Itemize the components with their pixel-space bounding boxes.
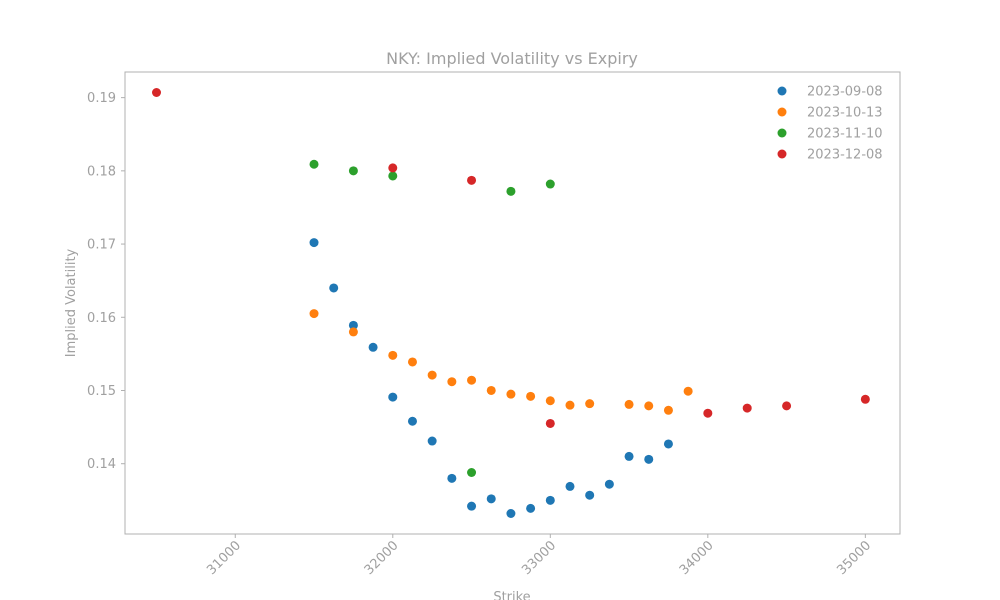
data-point [486,385,496,395]
data-point [388,163,398,173]
data-point [545,495,555,505]
data-point [388,171,398,181]
series-2023-11-10 [309,159,555,477]
data-point [663,439,673,449]
data-point [348,166,358,176]
y-tick-label: 0.16 [87,311,116,326]
series-2023-12-08 [152,88,870,428]
legend: 2023-09-08 2023-10-13 2023-11-10 2023-12-08 [777,85,883,163]
data-point [506,186,516,196]
y-tick-label: 0.19 [87,91,116,106]
data-point [407,416,417,426]
y-tick-label: 0.15 [87,384,116,399]
data-point [467,375,477,385]
data-point [309,309,319,319]
data-points [152,88,870,518]
data-point [703,408,713,418]
data-point [467,175,477,185]
series-2023-10-13 [309,309,693,415]
legend-label: 2023-10-13 [807,106,883,121]
data-point [624,451,634,461]
data-point [152,88,162,98]
data-point [309,159,319,169]
data-point [604,479,614,489]
data-point [782,401,792,411]
data-point [486,494,496,504]
data-point [427,370,437,380]
data-point [467,501,477,511]
data-point [565,481,575,491]
y-tick-label: 0.17 [87,238,116,253]
x-tick-label: 31000 [204,538,244,578]
data-point [644,454,654,464]
data-point [545,418,555,428]
x-tick-label: 34000 [677,538,717,578]
data-point [467,467,477,477]
y-axis: 0.14 0.15 0.16 0.17 0.18 0.19 [87,91,125,472]
data-point [506,389,516,399]
data-point [388,392,398,402]
legend-marker [777,128,787,138]
data-point [683,386,693,396]
x-axis: 31000 32000 33000 34000 35000 [204,534,874,578]
legend-label: 2023-12-08 [807,148,883,163]
data-point [565,400,575,410]
data-point [348,320,358,330]
legend-marker [777,107,787,117]
data-point [506,508,516,518]
data-point [309,238,319,248]
x-tick-label: 32000 [362,538,402,578]
data-point [407,357,417,367]
data-point [545,179,555,189]
legend-label: 2023-09-08 [807,85,883,100]
x-tick-label: 33000 [519,538,559,578]
data-point [526,391,536,401]
series-2023-09-08 [309,238,673,518]
data-point [427,436,437,446]
data-point [526,503,536,513]
data-point [388,350,398,360]
data-point [585,490,595,500]
data-point [860,394,870,404]
data-point [545,396,555,406]
y-tick-label: 0.14 [87,457,116,472]
legend-label: 2023-11-10 [807,127,883,142]
data-point [447,473,457,483]
data-point [742,403,752,413]
plot-area-frame [124,71,901,535]
data-point [447,377,457,387]
data-point [624,399,634,409]
x-axis-label: Strike [493,590,530,600]
data-point [329,283,339,293]
data-point [348,327,358,337]
y-tick-label: 0.18 [87,164,116,179]
data-point [585,399,595,409]
y-axis-label: Implied Volatility [64,248,79,357]
chart-title: NKY: Implied Volatility vs Expiry [386,49,638,68]
data-point [644,401,654,411]
legend-marker [777,86,787,96]
legend-marker [777,149,787,159]
x-tick-label: 35000 [834,538,874,578]
data-point [368,342,378,352]
data-point [663,405,673,415]
